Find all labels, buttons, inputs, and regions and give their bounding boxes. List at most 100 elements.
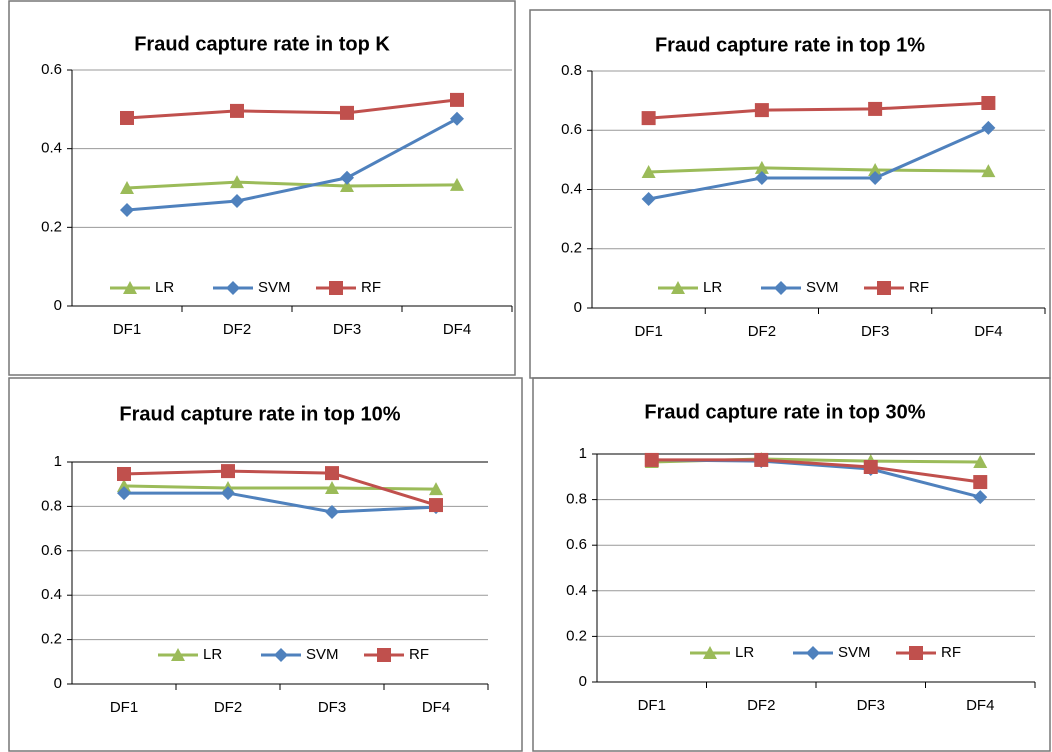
series-line <box>126 98 458 120</box>
x-tick-label: DF2 <box>748 323 776 340</box>
x-tick-label: DF2 <box>747 697 775 714</box>
marker <box>973 490 988 505</box>
series-line <box>126 117 458 212</box>
marker <box>973 475 988 490</box>
marker <box>981 95 996 110</box>
marker <box>340 170 354 185</box>
series-line <box>648 101 989 120</box>
x-tick-label: DF4 <box>443 321 471 338</box>
marker <box>641 191 656 206</box>
legend-marker <box>877 281 891 295</box>
marker <box>230 193 244 208</box>
marker <box>117 478 131 492</box>
legend-marker <box>703 646 717 659</box>
marker <box>221 486 235 501</box>
legend-label: LR <box>735 644 754 661</box>
x-tick-label: DF1 <box>634 323 662 340</box>
series-line <box>126 180 458 190</box>
y-tick-label: 0.8 <box>561 62 582 79</box>
y-tick-label: 0.4 <box>566 582 587 599</box>
y-tick-label: 0.2 <box>566 627 587 644</box>
legend-label: SVM <box>258 279 291 296</box>
marker <box>644 452 659 467</box>
marker <box>340 105 354 120</box>
marker <box>325 480 339 494</box>
series-line <box>651 458 981 484</box>
x-tick-label: DF3 <box>857 697 885 714</box>
x-tick-label: DF4 <box>422 699 450 716</box>
y-tick-label: 0.6 <box>41 61 62 78</box>
y-tick-label: 0.8 <box>41 497 62 514</box>
y-tick-label: 0 <box>579 673 587 690</box>
y-tick-label: 0 <box>54 675 62 692</box>
y-tick-label: 0.6 <box>41 542 62 559</box>
x-tick-label: DF1 <box>113 321 141 338</box>
marker <box>450 92 464 107</box>
x-tick-label: DF4 <box>966 697 994 714</box>
legend-label: SVM <box>306 646 339 663</box>
y-tick-label: 0.2 <box>41 631 62 648</box>
marker <box>230 103 244 118</box>
series-line <box>648 126 989 201</box>
marker <box>450 111 464 126</box>
y-tick-label: 0.8 <box>566 491 587 508</box>
y-tick-label: 0.6 <box>566 536 587 553</box>
y-tick-label: 1 <box>54 453 62 470</box>
legend-label: RF <box>909 279 929 296</box>
legend-marker <box>329 281 343 295</box>
marker <box>868 101 883 116</box>
chart-title: Fraud capture rate in top 1% <box>655 34 925 56</box>
legend-label: SVM <box>838 644 871 661</box>
series-line <box>123 469 437 507</box>
legend-label: LR <box>703 279 722 296</box>
legend-marker <box>909 646 923 660</box>
marker <box>863 459 878 474</box>
legend-marker <box>171 648 185 661</box>
y-tick-label: 0 <box>54 297 62 314</box>
legend-label: RF <box>409 646 429 663</box>
chart-title: Fraud capture rate in top 30% <box>644 401 925 423</box>
y-tick-label: 0 <box>574 299 582 316</box>
legend-marker <box>774 281 788 295</box>
marker <box>754 103 769 118</box>
marker <box>117 466 131 481</box>
legend-marker <box>123 281 137 294</box>
marker <box>981 120 996 135</box>
marker <box>868 162 883 176</box>
chart-title: Fraud capture rate in top K <box>134 33 390 55</box>
x-tick-label: DF3 <box>318 699 346 716</box>
x-tick-label: DF1 <box>638 697 666 714</box>
marker <box>450 177 464 191</box>
panel <box>8 0 516 376</box>
series-line <box>124 491 437 514</box>
legend-label: LR <box>203 646 222 663</box>
marker <box>230 175 244 189</box>
x-tick-label: DF1 <box>110 699 138 716</box>
y-tick-label: 0.6 <box>561 121 582 138</box>
x-tick-label: DF4 <box>974 323 1002 340</box>
legend-label: RF <box>361 279 381 296</box>
marker <box>120 110 134 125</box>
x-tick-label: DF3 <box>861 323 889 340</box>
marker <box>340 179 354 193</box>
legend-label: LR <box>155 279 174 296</box>
marker <box>754 160 769 174</box>
series-line <box>123 484 437 491</box>
legend-marker <box>806 646 820 660</box>
marker <box>429 498 443 513</box>
legend-marker <box>671 281 685 294</box>
x-tick-label: DF2 <box>214 699 242 716</box>
panel <box>529 9 1051 379</box>
x-tick-label: DF2 <box>223 321 251 338</box>
legend-marker <box>377 648 391 662</box>
legend-marker <box>226 281 240 295</box>
chart-title: Fraud capture rate in top 10% <box>119 403 400 425</box>
marker <box>221 464 235 479</box>
y-tick-label: 0.4 <box>41 586 62 603</box>
marker <box>641 111 656 126</box>
y-tick-label: 0.4 <box>41 140 62 157</box>
marker <box>120 181 134 194</box>
legend-label: SVM <box>806 279 839 296</box>
y-tick-label: 0.2 <box>41 218 62 235</box>
